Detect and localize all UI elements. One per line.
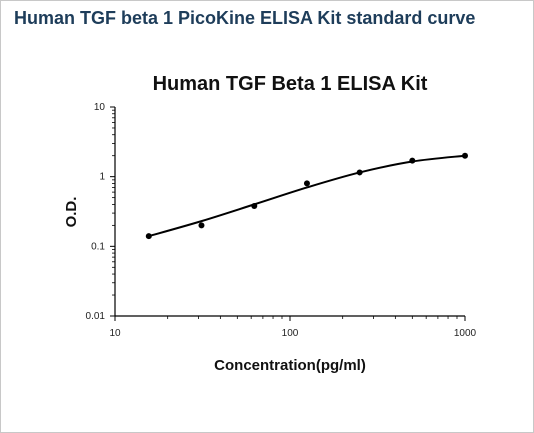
fit-curve	[148, 154, 466, 238]
data-point	[462, 152, 468, 159]
y-tick-label: 0.01	[86, 311, 106, 322]
chart-title: Human TGF Beta 1 ELISA Kit	[153, 73, 428, 95]
x-tick-label: 1000	[454, 328, 477, 339]
y-tick-label: 1	[99, 172, 105, 183]
data-points	[145, 152, 468, 240]
data-point	[145, 233, 152, 240]
tick-marks	[110, 106, 466, 321]
x-axis-label: Concentration(pg/ml)	[214, 357, 366, 374]
y-tick-label: 10	[94, 102, 106, 113]
page-title: Human TGF beta 1 PicoKine ELISA Kit stan…	[14, 8, 476, 28]
data-point	[251, 202, 258, 209]
data-point	[356, 169, 363, 176]
data-point	[198, 222, 205, 229]
y-axis-label: O.D.	[63, 197, 80, 228]
x-tick-label: 10	[109, 328, 121, 339]
data-point	[409, 157, 416, 164]
axes	[114, 107, 465, 317]
fit-curve-group	[148, 154, 466, 238]
x-tick-label: 100	[282, 328, 299, 339]
data-point	[303, 180, 310, 187]
y-tick-label: 0.1	[91, 241, 105, 252]
